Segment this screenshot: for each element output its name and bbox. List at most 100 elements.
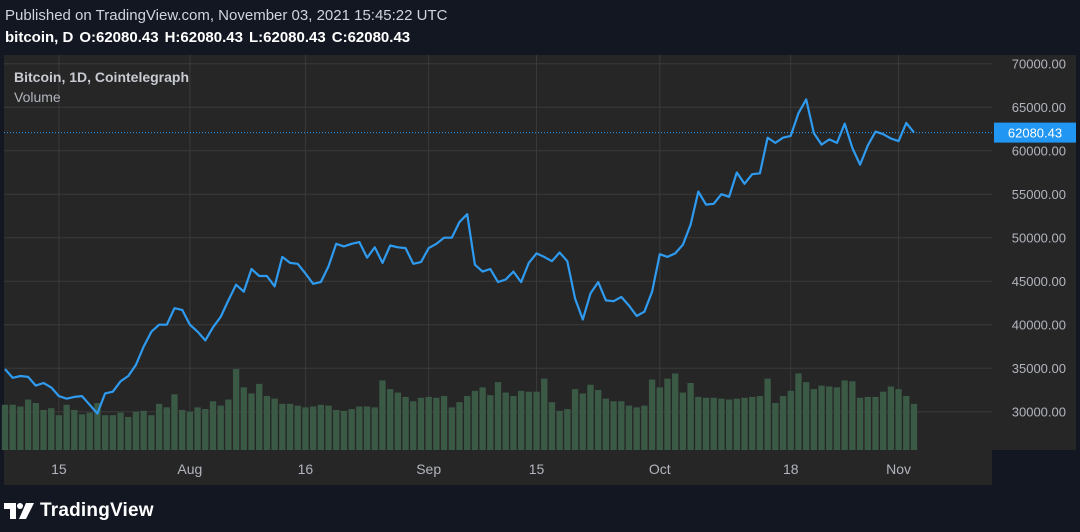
- volume-bar: [564, 409, 571, 450]
- volume-bar: [687, 383, 694, 450]
- volume-bar: [641, 405, 648, 450]
- volume-bar: [448, 407, 455, 450]
- price-tick-label: 40000.00: [1012, 318, 1066, 333]
- price-axis-labels: 70000.00 65000.00 60000.00 55000.00 50000.00…: [1012, 57, 1066, 420]
- volume-bar: [633, 407, 640, 450]
- volume-bar: [1, 404, 9, 450]
- volume-bar: [595, 389, 602, 450]
- volume-bar: [78, 414, 86, 450]
- volume-bar: [356, 406, 363, 450]
- series-title: Bitcoin, 1D, Cointelegraph: [14, 69, 190, 85]
- time-tick-label: 15: [51, 461, 67, 477]
- volume-bar: [795, 373, 802, 450]
- volume-bar: [148, 415, 155, 450]
- volume-bar: [833, 387, 841, 450]
- open-label: O:62080.43: [79, 29, 159, 46]
- volume-bar: [333, 409, 340, 450]
- volume-bar: [887, 386, 895, 450]
- volume-bar: [541, 378, 548, 450]
- time-tick-label: Nov: [886, 461, 911, 477]
- volume-bar: [479, 387, 486, 450]
- volume-bar: [433, 397, 440, 450]
- volume-bar: [363, 406, 371, 450]
- volume-bar: [194, 407, 201, 450]
- volume-bar: [648, 379, 656, 450]
- volume-bar: [55, 415, 63, 450]
- volume-bar: [101, 415, 109, 450]
- volume-bar: [163, 407, 170, 450]
- volume-bar: [186, 411, 194, 450]
- volume-bar: [117, 412, 124, 450]
- volume-bar: [71, 409, 78, 450]
- volume-bar: [587, 384, 594, 450]
- chart-legend: Bitcoin, 1D, Cointelegraph Volume: [14, 67, 189, 107]
- volume-bar: [618, 401, 625, 450]
- volume-bar: [302, 407, 309, 450]
- tradingview-logo-icon: [4, 503, 34, 519]
- volume-bar: [548, 402, 556, 450]
- volume-bar: [317, 404, 324, 450]
- volume-bar: [764, 378, 771, 450]
- volume-bar: [286, 403, 294, 450]
- volume-bar: [209, 401, 217, 450]
- volume-bar: [772, 403, 779, 450]
- volume-bar: [348, 409, 355, 450]
- volume-bar: [510, 396, 517, 450]
- volume-bar: [672, 373, 679, 450]
- volume-bar: [48, 408, 55, 450]
- price-tick-label: 30000.00: [1012, 405, 1066, 420]
- time-tick-label: 16: [298, 461, 314, 477]
- volume-bar: [679, 392, 687, 450]
- footer-brand[interactable]: TradingView: [4, 496, 154, 526]
- volume-bar: [733, 398, 740, 450]
- volume-bar: [417, 397, 425, 450]
- price-tick-label: 45000.00: [1012, 274, 1066, 289]
- price-tick-label: 50000.00: [1012, 231, 1066, 246]
- volume-bar: [810, 389, 818, 450]
- time-tick-label: Aug: [177, 461, 202, 477]
- volume-bar: [140, 410, 147, 450]
- grid-lines: [4, 55, 992, 450]
- published-info: Published on TradingView.com, November 0…: [5, 7, 448, 24]
- volume-bar: [202, 409, 209, 450]
- volume-bar: [864, 396, 871, 450]
- volume-bar: [872, 396, 879, 450]
- last-price-tag-label: 62080.43: [1008, 126, 1062, 141]
- volume-bar: [756, 396, 764, 450]
- volume-bar: [217, 405, 224, 450]
- ohlc-line: bitcoin, D O:62080.43 H:62080.43 L:62080.43…: [5, 28, 1075, 50]
- volume-bar: [725, 399, 733, 450]
- volume-bar: [379, 380, 386, 450]
- volume-bar: [571, 389, 579, 450]
- volume-bar: [880, 391, 887, 450]
- price-scale-area[interactable]: [992, 55, 1076, 450]
- volume-bar: [271, 398, 278, 450]
- price-tick-label: 55000.00: [1012, 187, 1066, 202]
- symbol-label: bitcoin, D: [5, 29, 74, 46]
- volume-bar: [856, 397, 864, 450]
- volume-bar: [40, 409, 47, 450]
- volume-bar: [456, 402, 463, 450]
- close-label: C:62080.43: [331, 29, 411, 46]
- volume-bar: [171, 394, 178, 450]
- last-price-tag: 62080.43: [994, 122, 1076, 143]
- volume-bar: [533, 391, 540, 450]
- volume-bar: [849, 381, 856, 450]
- volume-bar: [818, 385, 825, 450]
- volume-bar: [125, 416, 132, 450]
- time-tick-label: Oct: [649, 461, 671, 477]
- volume-bar: [94, 403, 101, 450]
- volume-bar: [410, 401, 417, 450]
- volume-bar: [394, 392, 402, 450]
- volume-bar: [440, 396, 448, 450]
- volume-bar: [602, 398, 610, 450]
- time-tick-label: Sep: [416, 461, 441, 477]
- volume-bar: [232, 369, 240, 450]
- volume-bar: [610, 401, 617, 450]
- time-axis-labels: 15 Aug 16 Sep 15 Oct 18 Nov: [51, 461, 911, 477]
- volume-bar: [525, 391, 532, 450]
- volume-bar: [248, 393, 255, 450]
- volume-bar: [256, 383, 263, 450]
- volume-bar: [779, 396, 787, 450]
